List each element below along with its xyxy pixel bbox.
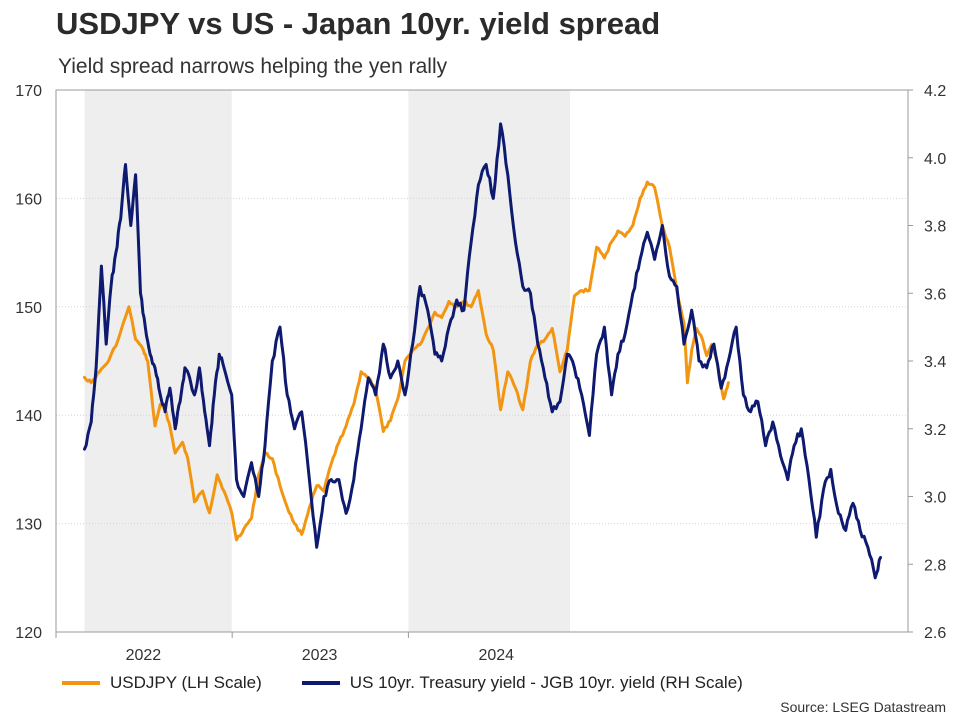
right-tick-label: 3.8 (924, 219, 946, 236)
right-tick-label: 3.6 (924, 286, 946, 303)
legend: USDJPY (LH Scale) US 10yr. Treasury yiel… (62, 673, 783, 693)
left-axis: 120 130 140 150 160 170 (15, 83, 42, 642)
chart-subtitle: Yield spread narrows helping the yen ral… (58, 55, 448, 78)
left-tick-label: 150 (15, 300, 42, 317)
legend-label-spread: US 10yr. Treasury yield - JGB 10yr. yiel… (349, 673, 743, 692)
right-tick-label: 4.2 (924, 83, 946, 100)
left-tick-label: 120 (15, 625, 42, 642)
series-yield-spread-line (83, 122, 882, 580)
source-note: Source: LSEG Datastream (780, 699, 946, 715)
shaded-period-0 (84, 90, 232, 632)
legend-item-spread[interactable]: US 10yr. Treasury yield - JGB 10yr. yiel… (301, 673, 743, 693)
series-lines (83, 122, 882, 580)
right-tick-label: 3.0 (924, 490, 946, 507)
x-tick-label-2024: 2024 (478, 647, 514, 664)
shaded-period-1 (408, 90, 571, 632)
left-tick-label: 170 (15, 83, 42, 100)
legend-swatch-spread (301, 681, 340, 685)
right-tick-label: 2.8 (924, 557, 946, 574)
right-tick-label: 4.0 (924, 151, 946, 168)
left-tick-label: 130 (15, 517, 42, 534)
chart-title: USDJPY vs US - Japan 10yr. yield spread (56, 6, 661, 41)
right-tick-label: 2.6 (924, 625, 946, 642)
x-tick-label-2023: 2023 (302, 647, 338, 664)
legend-item-usdjpy[interactable]: USDJPY (LH Scale) (62, 673, 262, 693)
x-axis: 2022 2023 2024 (55, 632, 514, 664)
left-tick-label: 160 (15, 191, 42, 208)
left-tick-label: 140 (15, 408, 42, 425)
right-axis: 2.6 2.8 3.0 3.2 3.4 3.6 3.8 4.0 4.2 (908, 83, 946, 642)
legend-swatch-usdjpy (62, 681, 100, 685)
legend-label-usdjpy: USDJPY (LH Scale) (110, 673, 262, 692)
x-tick-label-2022: 2022 (126, 647, 162, 664)
right-tick-label: 3.2 (924, 422, 946, 439)
right-tick-label: 3.4 (924, 354, 946, 371)
